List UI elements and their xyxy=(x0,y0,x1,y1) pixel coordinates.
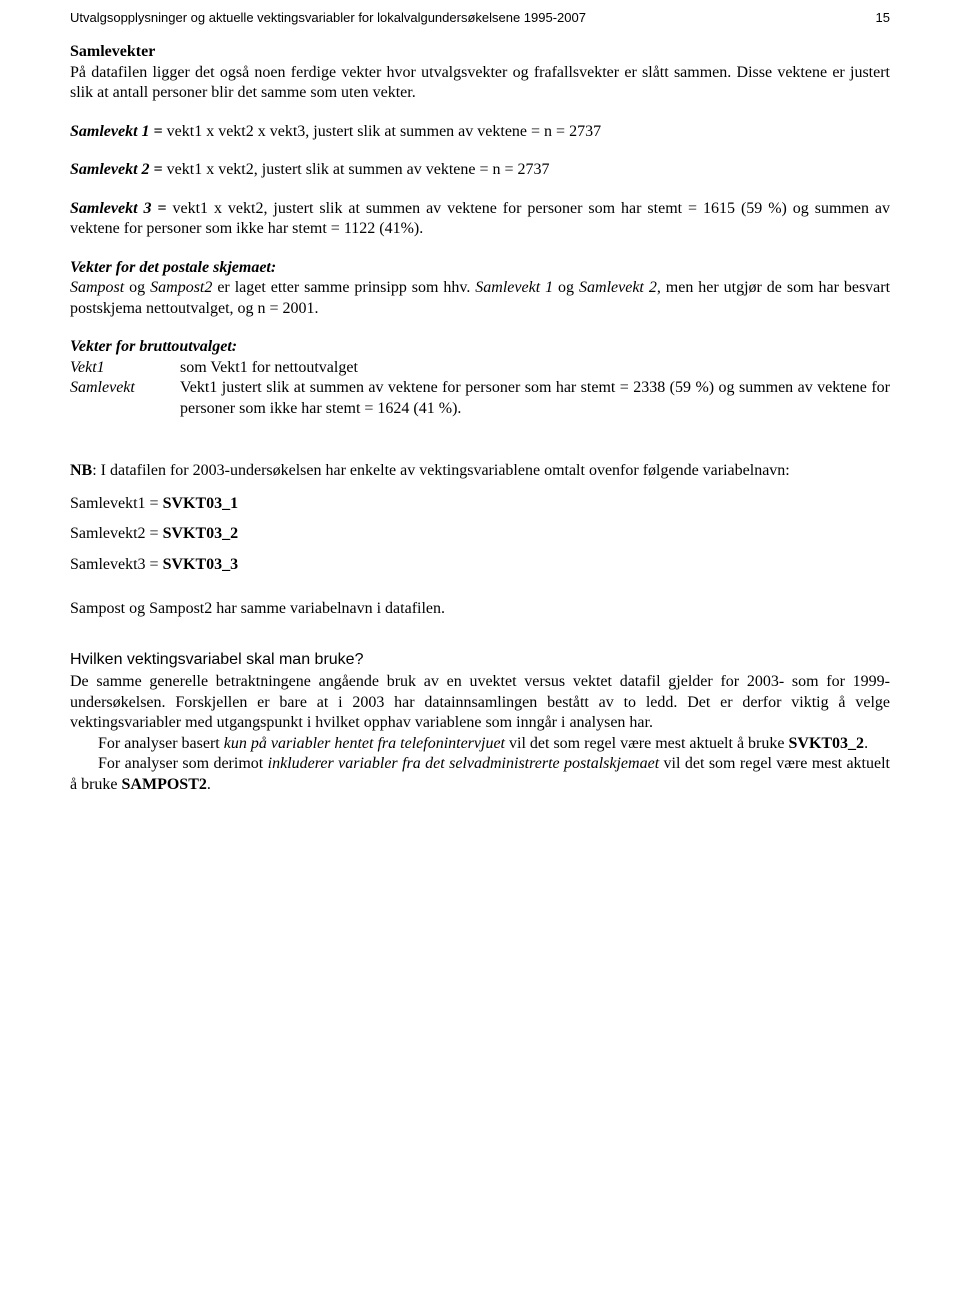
hvilken-p3b: inkluderer variabler fra det selvadminis… xyxy=(268,755,660,772)
samlevekt3-text: vekt1 x vekt2, justert slik at summen av… xyxy=(70,200,890,237)
hvilken-p2b: kun på variabler hentet fra telefoninter… xyxy=(224,735,505,752)
brutto-samlevekt-desc: Vekt1 justert slik at summen av vektene … xyxy=(180,378,890,419)
var1-value: SVKT03_1 xyxy=(163,495,239,512)
section-postale: Vekter for det postale skjemaet: Sampost… xyxy=(70,258,890,319)
page-number: 15 xyxy=(876,10,890,25)
brutto-vekt1-desc: som Vekt1 for nettoutvalget xyxy=(180,358,890,378)
brutto-samlevekt-term: Samlevekt xyxy=(70,378,180,419)
samlevekter-heading: Samlevekter xyxy=(70,43,890,61)
section-hvilken: Hvilken vektingsvariabel skal man bruke?… xyxy=(70,651,890,795)
postale-mid: er laget etter samme prinsipp som hhv. xyxy=(212,279,475,296)
hvilken-p2e: . xyxy=(864,735,868,752)
brutto-row-samlevekt: Samlevekt Vekt1 justert slik at summen a… xyxy=(70,378,890,419)
hvilken-p3e: . xyxy=(207,776,211,793)
hvilken-p2: For analyser basert kun på variabler hen… xyxy=(70,734,890,754)
samlevekt2-line: Samlevekt 2 = vekt1 x vekt2, justert sli… xyxy=(70,160,890,180)
postale-samlevekt2: Samlevekt 2 xyxy=(579,279,657,296)
nb-text: NB: I datafilen for 2003-undersøkelsen h… xyxy=(70,461,890,481)
samlevekt3-label: Samlevekt 3 = xyxy=(70,200,173,217)
var2-value: SVKT03_2 xyxy=(163,525,239,542)
hvilken-p2a: For analyser basert xyxy=(98,735,224,752)
postale-og1: og xyxy=(124,279,150,296)
samlevekt2-text: vekt1 x vekt2, justert slik at summen av… xyxy=(167,161,550,178)
section-samlevekter: Samlevekter På datafilen ligger det også… xyxy=(70,43,890,240)
nb-body: : I datafilen for 2003-undersøkelsen har… xyxy=(92,462,790,479)
hvilken-p1: De samme generelle betraktningene angåen… xyxy=(70,672,890,733)
section-brutto: Vekter for bruttoutvalget: Vekt1 som Vek… xyxy=(70,337,890,419)
samlevekt2-label: Samlevekt 2 = xyxy=(70,161,167,178)
brutto-vekt1-term: Vekt1 xyxy=(70,358,180,378)
samlevekter-intro: På datafilen ligger det også noen ferdig… xyxy=(70,63,890,104)
header-title: Utvalgsopplysninger og aktuelle vektings… xyxy=(70,10,856,25)
postale-text: Sampost og Sampost2 er laget etter samme… xyxy=(70,278,890,319)
sampost-note: Sampost og Sampost2 har samme variabelna… xyxy=(70,599,890,619)
postale-sampost: Sampost xyxy=(70,279,124,296)
postale-heading: Vekter for det postale skjemaet: xyxy=(70,258,890,278)
hvilken-p2d: SVKT03_2 xyxy=(788,735,864,752)
hvilken-p3: For analyser som derimot inkluderer vari… xyxy=(70,754,890,795)
var3-label: Samlevekt3 = xyxy=(70,556,163,573)
nb-lead: NB xyxy=(70,462,92,479)
brutto-heading: Vekter for bruttoutvalget: xyxy=(70,337,890,357)
var1-label: Samlevekt1 = xyxy=(70,495,163,512)
postale-samlevekt1: Samlevekt 1 xyxy=(475,279,553,296)
hvilken-p3a: For analyser som derimot xyxy=(98,755,268,772)
samlevekt3-line: Samlevekt 3 = vekt1 x vekt2, justert sli… xyxy=(70,199,890,240)
var-line-1: Samlevekt1 = SVKT03_1 xyxy=(70,494,890,514)
samlevekt1-line: Samlevekt 1 = vekt1 x vekt2 x vekt3, jus… xyxy=(70,122,890,142)
samlevekt1-text: vekt1 x vekt2 x vekt3, justert slik at s… xyxy=(167,123,601,140)
samlevekt1-label: Samlevekt 1 = xyxy=(70,123,167,140)
hvilken-heading: Hvilken vektingsvariabel skal man bruke? xyxy=(70,651,890,669)
var3-value: SVKT03_3 xyxy=(163,556,239,573)
page-header: Utvalgsopplysninger og aktuelle vektings… xyxy=(70,10,890,25)
section-nb: NB: I datafilen for 2003-undersøkelsen h… xyxy=(70,461,890,619)
postale-sampost2: Sampost2 xyxy=(150,279,212,296)
var-line-2: Samlevekt2 = SVKT03_2 xyxy=(70,524,890,544)
hvilken-p2c: vil det som regel være mest aktuelt å br… xyxy=(505,735,788,752)
var-line-3: Samlevekt3 = SVKT03_3 xyxy=(70,555,890,575)
brutto-row-vekt1: Vekt1 som Vekt1 for nettoutvalget xyxy=(70,358,890,378)
hvilken-p3d: SAMPOST2 xyxy=(122,776,207,793)
var2-label: Samlevekt2 = xyxy=(70,525,163,542)
postale-og2: og xyxy=(553,279,579,296)
